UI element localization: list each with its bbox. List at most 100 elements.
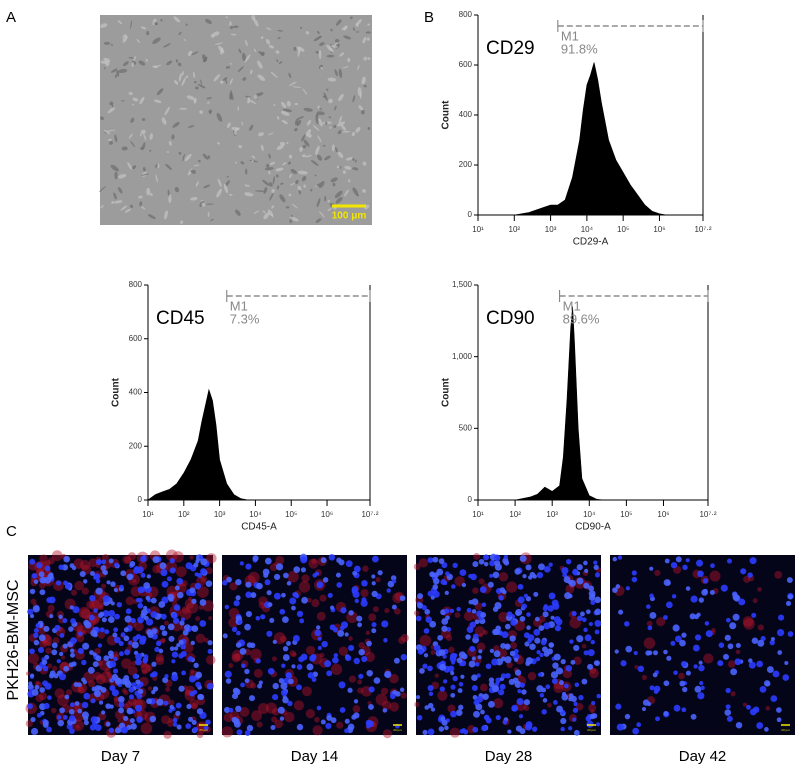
cell [316, 111, 325, 116]
nucleus [474, 619, 480, 625]
nucleus [371, 574, 376, 579]
cell [342, 170, 347, 174]
nucleus [503, 554, 509, 560]
cell [182, 153, 185, 162]
cell [195, 181, 199, 187]
cell [354, 159, 357, 163]
cell [330, 45, 339, 48]
red-signal [527, 671, 537, 681]
cell [314, 174, 317, 177]
cell [128, 91, 133, 96]
nucleus [371, 590, 378, 598]
red-signal [365, 630, 371, 635]
cell [207, 212, 210, 217]
cell [140, 205, 146, 210]
nucleus [88, 614, 95, 621]
nucleus [444, 590, 449, 595]
red-signal [186, 601, 199, 614]
nucleus [109, 704, 114, 709]
cell [177, 62, 182, 67]
nucleus [306, 663, 314, 671]
red-signal [301, 574, 310, 583]
nucleus [317, 636, 322, 641]
nucleus [694, 685, 702, 693]
nucleus [772, 670, 780, 678]
y-axis-label: Count [441, 377, 452, 407]
cell [296, 46, 305, 52]
x-tick-label: 10⁵ [617, 225, 629, 234]
nucleus [191, 625, 199, 633]
cell [335, 19, 342, 26]
nucleus [143, 605, 148, 611]
nucleus [119, 651, 124, 657]
nucleus [64, 583, 71, 590]
microscopy-image [99, 14, 372, 225]
cell [289, 216, 299, 222]
nucleus [347, 687, 353, 693]
nucleus [283, 572, 289, 579]
nucleus [483, 561, 489, 567]
nucleus [760, 636, 766, 642]
nucleus [472, 561, 479, 568]
nucleus [49, 670, 56, 677]
nucleus [697, 570, 704, 578]
nucleus [264, 579, 271, 586]
cell [275, 50, 280, 54]
red-signal [375, 577, 381, 583]
cell [302, 88, 308, 95]
nucleus [183, 624, 191, 632]
nucleus [69, 728, 75, 734]
red-signal [132, 578, 137, 583]
nucleus [292, 635, 300, 642]
red-signal [189, 669, 195, 674]
nucleus [698, 664, 705, 672]
cell [327, 77, 337, 82]
nucleus [564, 683, 569, 689]
nucleus [316, 581, 324, 589]
cell [280, 110, 290, 116]
nucleus [506, 611, 513, 618]
nucleus [674, 635, 682, 643]
nucleus [422, 663, 428, 669]
nucleus [43, 625, 50, 632]
nucleus [693, 664, 698, 669]
nucleus [279, 716, 285, 721]
cell [362, 189, 367, 193]
cell [192, 71, 196, 79]
nucleus [583, 650, 589, 656]
cell [348, 179, 351, 183]
nucleus [670, 640, 676, 646]
red-signal [400, 633, 409, 642]
nucleus [532, 726, 538, 732]
red-signal [81, 587, 89, 595]
cell [230, 33, 237, 36]
nucleus [757, 639, 765, 647]
red-signal [292, 652, 297, 657]
nucleus [58, 651, 64, 657]
nucleus [361, 580, 368, 587]
nucleus [371, 628, 377, 634]
nucleus [542, 698, 548, 703]
nucleus [101, 617, 107, 623]
nucleus [583, 560, 588, 566]
cell [142, 142, 146, 150]
nucleus [332, 627, 338, 633]
nucleus [493, 554, 501, 562]
nucleus [31, 689, 39, 696]
red-signal [382, 729, 392, 739]
nucleus [492, 571, 500, 579]
nucleus [102, 610, 110, 617]
cell [361, 76, 366, 85]
red-signal [205, 655, 216, 665]
red-signal [389, 702, 400, 712]
nucleus [734, 658, 742, 666]
y-tick-label: 400 [129, 388, 143, 397]
nucleus [423, 628, 430, 634]
red-signal [35, 680, 40, 686]
nucleus [130, 617, 136, 624]
cell [269, 182, 273, 187]
nucleus [468, 599, 474, 605]
nucleus [35, 623, 41, 628]
nucleus [233, 720, 241, 728]
nucleus [562, 691, 567, 697]
